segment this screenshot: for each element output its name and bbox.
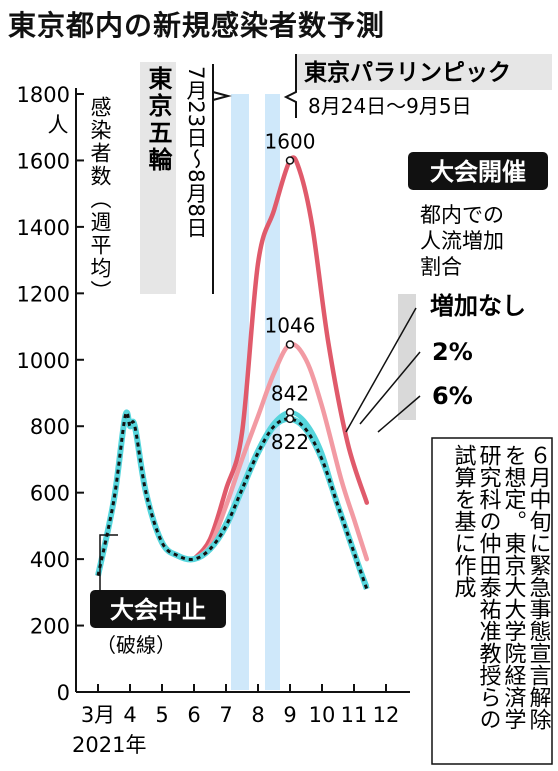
x-tick-label: 10 (309, 703, 336, 727)
x-tick-label: 6 (187, 703, 200, 727)
source-note-column: を想定。東京大大学院経済学 (501, 444, 527, 730)
peak-label: 822 (271, 430, 309, 454)
y-tick-label: 1800 (17, 83, 70, 107)
x-tick-label: 5 (155, 703, 168, 727)
y-tick-label: 1200 (17, 282, 70, 306)
paralympics-label: 東京パラリンピック (304, 59, 511, 86)
legend-label-6pct: 6% (432, 382, 473, 410)
peak-label: 1600 (265, 129, 316, 153)
peak-markers: 1600 1046 842 822 (265, 129, 316, 453)
held-legend-title: 大会開催 (430, 158, 526, 186)
chart-title: 東京都内の新規感染者数予測 (8, 9, 386, 42)
olympics-label: 東京五輪 (144, 66, 172, 174)
x-tick-label: 11 (341, 703, 368, 727)
source-note-column: 試算を基に作成 (451, 444, 477, 598)
x-tick-label: 4 (123, 703, 136, 727)
held-legend-sub-3: 割合 (420, 255, 462, 279)
x-tick-label: 9 (283, 703, 296, 727)
y-tick-label: 1000 (17, 349, 70, 373)
y-tick-label: 200 (30, 615, 70, 639)
x-tick-label: 8 (251, 703, 264, 727)
legend-label-none: 増加なし (430, 292, 526, 320)
cancelled-leader (99, 534, 118, 592)
olympics-label-box (140, 62, 176, 294)
x-tick-label: 12 (373, 703, 400, 727)
peak-marker (285, 414, 295, 424)
y-tick-label: 600 (30, 482, 70, 506)
paralympics-dates: 8月24日〜9月5日 (308, 94, 472, 118)
source-note-column: 研究科の仲田泰祐准教授らの (476, 444, 502, 730)
peak-label: 842 (271, 381, 309, 405)
y-ticks: 0 200 400 600 800 1000 1200 1400 1600 1800 (17, 83, 84, 705)
paralympics-label-box (296, 54, 552, 90)
legend-leader-6pct (377, 395, 421, 433)
legend-leader-2pct (359, 351, 421, 425)
olympics-band (231, 94, 249, 690)
x-tick-label: 3月 (81, 703, 115, 727)
held-legend-box (408, 152, 548, 190)
y-axis-title: 感染者数（週平均） (88, 96, 112, 303)
y-unit-label: 人 (48, 113, 69, 137)
cancelled-legend-sub: （破線） (96, 633, 176, 657)
held-legend-sub-2: 人流増加 (420, 229, 504, 253)
peak-label: 1046 (265, 313, 316, 337)
peak-marker (285, 156, 295, 165)
y-tick-label: 800 (30, 415, 70, 439)
series-line-cancelled-underlay (95, 409, 370, 591)
x-tick-label: 7 (219, 703, 232, 727)
source-note-column: ６月中旬に緊急事態宣言解除 (526, 444, 552, 730)
cancelled-legend-box (90, 590, 226, 628)
peak-marker (285, 340, 295, 349)
series-line-1 (191, 155, 370, 562)
source-note: ６月中旬に緊急事態宣言解除を想定。東京大大学院経済学研究科の仲田泰祐准教授らの試… (451, 444, 552, 730)
x-ticks: 3月 4 5 6 7 8 9 10 11 12 (81, 684, 400, 727)
legend-label-2pct: 2% (432, 338, 473, 366)
x-year-label: 2021年 (72, 733, 146, 757)
paralympics-bracket (283, 54, 297, 118)
held-legend-sub-1: 都内での (420, 203, 504, 227)
y-tick-label: 1600 (17, 149, 70, 173)
legend-swatch-gray (398, 294, 416, 420)
olympics-dates: 7月23日〜8月8日 (184, 66, 208, 238)
source-note-box (431, 437, 553, 765)
y-tick-label: 0 (57, 681, 70, 705)
series-line-2 (191, 341, 370, 562)
series-group (95, 155, 370, 591)
y-tick-label: 400 (30, 548, 70, 572)
paralympics-band (265, 94, 280, 690)
cancelled-legend-title: 大会中止 (110, 596, 206, 624)
y-tick-label: 1400 (17, 216, 70, 240)
olympics-bracket-zigzag (212, 91, 232, 101)
legend-leader-none (345, 307, 417, 433)
